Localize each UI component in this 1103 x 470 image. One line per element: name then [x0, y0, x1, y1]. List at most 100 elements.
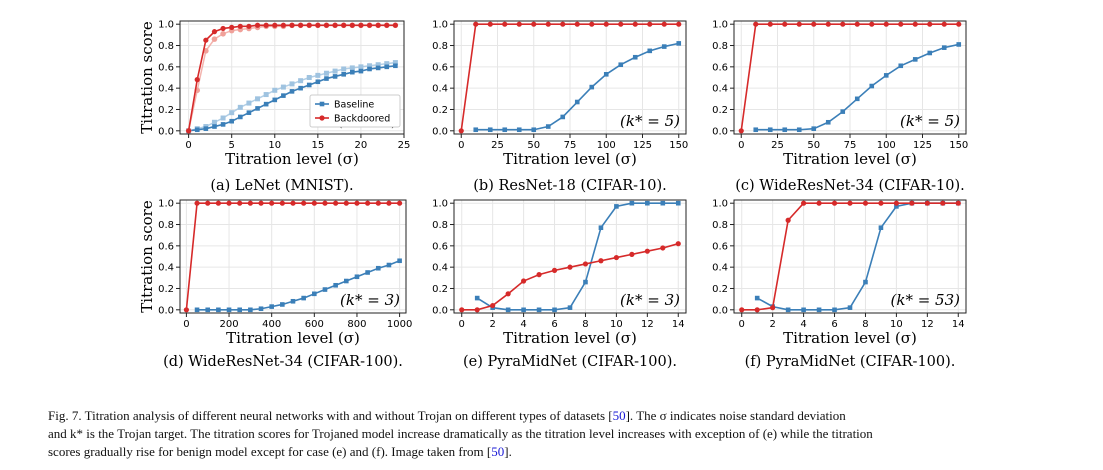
- x-tick-label: 12: [921, 319, 934, 330]
- data-point-backdoored: [909, 200, 915, 206]
- x-tick-label: 75: [564, 140, 577, 151]
- data-point-backdoored: [358, 22, 364, 28]
- x-tick-label: 6: [551, 319, 557, 330]
- data-point-backdoored: [298, 22, 304, 28]
- data-point-backdoored: [878, 200, 884, 206]
- plot-frame: [179, 199, 407, 314]
- subfigure-caption: (a) LeNet (MNIST).: [210, 178, 353, 194]
- data-point-backdoored: [315, 22, 321, 28]
- data-point-baseline: [255, 106, 260, 111]
- legend-marker-backdoored: [319, 115, 325, 121]
- data-point-backdoored: [269, 200, 275, 206]
- data-point-backdoored: [237, 200, 243, 206]
- data-point-baseline: [203, 126, 209, 131]
- data-point-faint-baseline: [220, 115, 226, 121]
- y-tick-label: 0.4: [432, 263, 448, 274]
- y-tick-label: 0.6: [432, 62, 448, 73]
- data-point-backdoored: [343, 200, 349, 206]
- data-point-baseline: [785, 307, 791, 313]
- y-tick-label: 0.0: [712, 126, 728, 137]
- data-point-backdoored: [796, 21, 802, 27]
- data-point-backdoored: [211, 29, 218, 35]
- data-point-backdoored: [785, 217, 791, 223]
- x-tick-label: 0: [739, 319, 745, 330]
- data-point-baseline: [598, 225, 604, 231]
- data-point-baseline: [863, 279, 868, 285]
- data-point-backdoored: [365, 200, 371, 206]
- data-point-backdoored: [912, 21, 918, 27]
- data-point-backdoored: [194, 200, 200, 206]
- x-tick-label: 4: [800, 319, 806, 330]
- data-point-faint-baseline: [384, 61, 390, 67]
- chart-3: 0.0 0.2 0.4 0.6 0.8 1.0 0 25 50 75 100 125 150 Titrat…: [712, 20, 968, 194]
- data-point-baseline: [474, 295, 480, 301]
- data-point-backdoored: [458, 128, 464, 134]
- y-tick-label: 1.0: [158, 20, 174, 31]
- data-point-backdoored: [675, 241, 681, 247]
- data-point-baseline: [632, 54, 638, 60]
- data-point-backdoored: [816, 200, 822, 206]
- x-tick-label: 1000: [387, 319, 412, 330]
- chart-1: 0.0 0.2 0.4 0.6 0.8 1.0 0 5 10 15 20 25 Titration le…: [138, 20, 410, 194]
- data-point-backdoored: [375, 200, 381, 206]
- data-point-baseline: [290, 298, 296, 304]
- data-point-baseline: [324, 76, 329, 81]
- y-tick-label: 0.2: [432, 284, 448, 295]
- data-point-baseline: [269, 304, 274, 309]
- data-point-backdoored: [263, 22, 269, 28]
- legend-label-baseline: Baseline: [334, 100, 374, 111]
- data-point-baseline: [505, 307, 511, 313]
- x-axis-title: Titration level (σ): [783, 329, 917, 347]
- data-point-baseline: [603, 72, 609, 77]
- caption-ref-link-1[interactable]: 50: [612, 408, 626, 423]
- data-point-faint-baseline: [280, 84, 286, 90]
- data-point-baseline: [229, 118, 234, 124]
- data-point-baseline: [754, 295, 760, 301]
- subfigure-caption: (f) PyraMidNet (CIFAR-100).: [745, 354, 956, 370]
- x-tick-label: 0: [185, 140, 191, 151]
- legend-box: [309, 94, 401, 128]
- data-point-backdoored: [301, 200, 307, 206]
- y-tick-label: 0.2: [432, 105, 448, 116]
- caption-text-1a: Fig. 7. Titration analysis of different …: [48, 408, 613, 423]
- data-point-backdoored: [531, 21, 537, 27]
- data-point-baseline: [315, 79, 321, 85]
- data-point-baseline: [263, 101, 269, 107]
- x-tick-label: 6: [831, 319, 837, 330]
- data-point-faint-baseline: [332, 68, 338, 74]
- x-axis-title: Titration level (σ): [225, 150, 359, 168]
- data-point-backdoored: [955, 200, 961, 206]
- data-point-baseline: [629, 200, 635, 206]
- data-point-backdoored: [258, 200, 264, 206]
- data-point-baseline: [502, 127, 508, 133]
- data-point-baseline: [344, 278, 349, 284]
- data-point-baseline: [375, 265, 381, 271]
- data-point-baseline: [226, 307, 232, 313]
- caption-ref-link-2[interactable]: 50: [491, 444, 505, 459]
- data-point-faint-baseline: [315, 72, 321, 78]
- x-tick-label: 75: [844, 140, 857, 151]
- data-point-baseline: [536, 307, 542, 313]
- data-point-backdoored: [754, 307, 760, 313]
- data-point-backdoored: [898, 21, 904, 27]
- data-point-backdoored: [247, 200, 253, 206]
- data-point-baseline: [560, 114, 566, 120]
- data-point-backdoored: [536, 272, 542, 278]
- x-tick-label: 2: [769, 319, 775, 330]
- data-point-backdoored: [647, 21, 653, 27]
- data-point-baseline: [816, 307, 822, 313]
- data-point-backdoored: [516, 21, 522, 27]
- data-point-backdoored: [487, 21, 493, 27]
- data-point-backdoored: [289, 22, 295, 28]
- data-point-baseline: [647, 48, 653, 54]
- data-point-baseline: [645, 200, 650, 206]
- data-point-baseline: [375, 65, 381, 71]
- data-point-baseline: [898, 63, 904, 69]
- x-tick-label: 14: [672, 319, 685, 330]
- data-point-baseline: [358, 68, 364, 74]
- x-tick-label: 100: [597, 140, 616, 151]
- y-tick-label: 0.6: [712, 62, 728, 73]
- series-line-backdoored: [460, 23, 679, 131]
- data-point-baseline: [782, 127, 788, 133]
- data-point-backdoored: [598, 258, 604, 264]
